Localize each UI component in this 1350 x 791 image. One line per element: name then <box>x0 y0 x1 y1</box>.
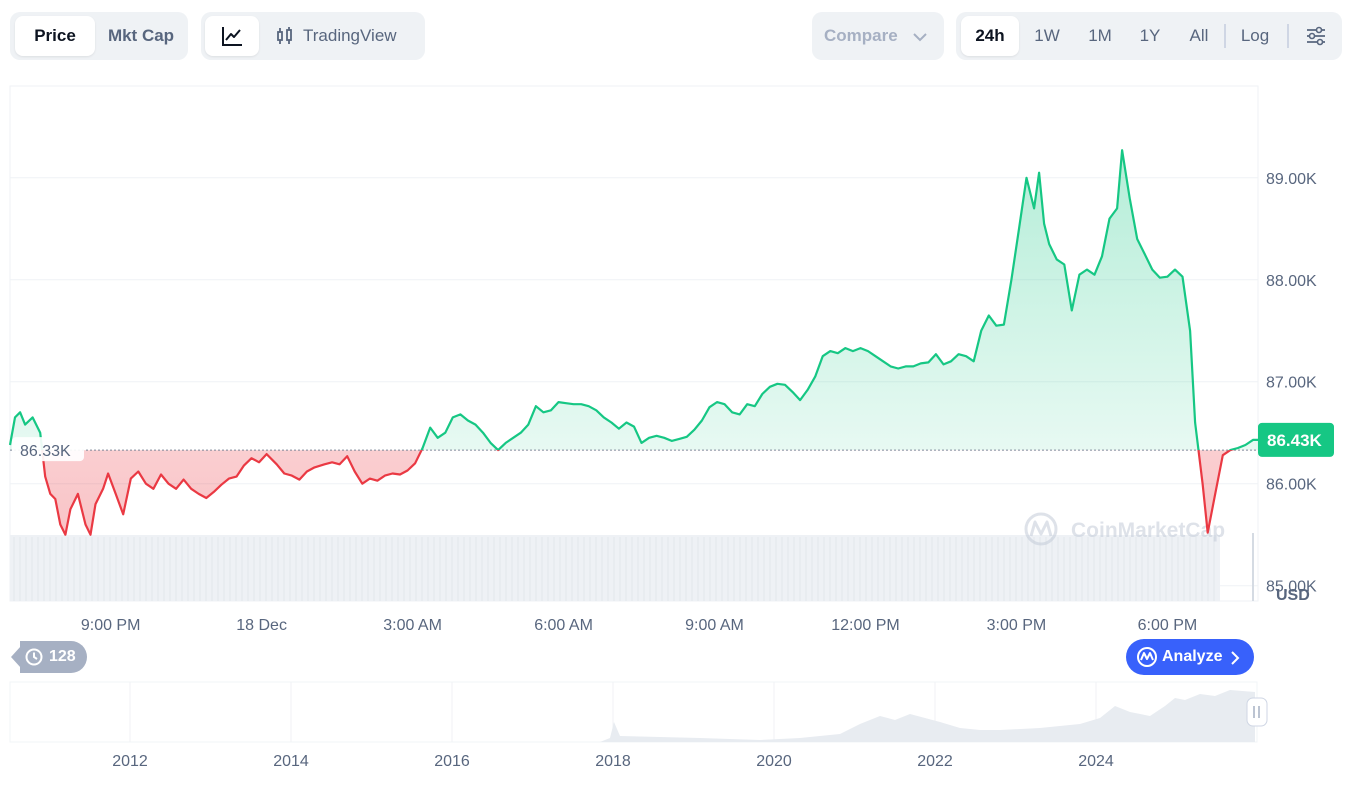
x-tick-label: 12:00 PM <box>831 617 899 634</box>
price-line-up <box>8 149 1258 451</box>
range-divider <box>1287 24 1289 48</box>
navigator-handle[interactable] <box>1246 697 1268 727</box>
coinmarketcap-logo-icon <box>1137 647 1157 667</box>
navigator-year-label: 2012 <box>112 753 148 770</box>
y-tick-label: 88.00K <box>1266 273 1317 290</box>
navigator-year-axis: 2012 2014 2016 2018 2020 2022 2024 <box>112 753 1114 770</box>
range-tabs: 24h 1W 1M 1Y All Log <box>956 12 1342 60</box>
current-price-badge <box>1258 422 1334 457</box>
x-axis: 9:00 PM 18 Dec 3:00 AM 6:00 AM 9:00 AM 12:00 … <box>81 617 1197 634</box>
analyze-label: Analyze <box>1162 648 1223 665</box>
chevron-right-icon <box>1231 651 1240 665</box>
log-toggle[interactable]: Log <box>1240 26 1270 45</box>
navigator-year-label: 2020 <box>756 753 792 770</box>
line-chart-button[interactable] <box>205 16 259 56</box>
chevron-down-icon <box>913 33 927 42</box>
y-tick-label: 86.00K <box>1266 477 1317 494</box>
x-tick-label: 6:00 AM <box>534 617 593 634</box>
compare-label: Compare <box>824 26 898 45</box>
y-axis: 89.00K 88.00K 87.00K 86.00K 85.00K <box>1266 171 1317 596</box>
range-1y[interactable]: 1Y <box>1139 26 1161 45</box>
navigator-year-label: 2014 <box>273 753 309 770</box>
watermark-text: CoinMarketCap <box>1071 519 1225 542</box>
range-1w[interactable]: 1W <box>1034 26 1060 45</box>
history-count: 128 <box>49 648 76 665</box>
navigator-year-label: 2024 <box>1078 753 1114 770</box>
x-tick-label: 3:00 AM <box>383 617 442 634</box>
price-line-down <box>41 450 1235 536</box>
history-button-tip <box>11 646 21 668</box>
x-tick-label: 3:00 PM <box>987 617 1047 634</box>
compare-dropdown[interactable]: Compare <box>812 12 944 60</box>
navigator-year-label: 2022 <box>917 753 953 770</box>
view-tabs: TradingView <box>201 12 425 60</box>
y-tick-label: 85.00K <box>1266 579 1317 596</box>
navigator-year-label: 2016 <box>434 753 470 770</box>
tradingview-button[interactable]: TradingView <box>267 16 417 56</box>
x-tick-label: 9:00 PM <box>81 617 141 634</box>
y-axis-unit: USD <box>1276 587 1310 604</box>
metric-tabs: Price Mkt Cap <box>10 12 188 60</box>
x-tick-label: 9:00 AM <box>685 617 744 634</box>
range-24h[interactable]: 24h <box>961 16 1019 56</box>
sliders-icon <box>1307 26 1325 46</box>
current-price-label: 86.43K <box>1267 431 1323 450</box>
range-divider <box>1224 24 1226 48</box>
range-1m[interactable]: 1M <box>1088 26 1112 45</box>
baseline-label: 86.33K <box>20 443 71 460</box>
range-all[interactable]: All <box>1189 26 1209 45</box>
coinmarketcap-watermark: CoinMarketCap <box>1024 512 1225 546</box>
y-tick-label: 89.00K <box>1266 171 1317 188</box>
area-below-baseline <box>10 450 1258 535</box>
chart-settings-button[interactable] <box>1294 16 1338 56</box>
navigator-year-label: 2018 <box>595 753 631 770</box>
tab-price[interactable]: Price <box>15 16 95 56</box>
tradingview-label: TradingView <box>303 26 397 45</box>
baseline-label-bg <box>12 437 84 462</box>
analyze-button[interactable]: Analyze <box>1126 639 1254 675</box>
area-above-baseline <box>10 150 1258 451</box>
navigator-history-area <box>600 690 1255 742</box>
tab-mkt-cap[interactable]: Mkt Cap <box>107 26 175 45</box>
x-tick-label: 18 Dec <box>236 617 287 634</box>
history-icon <box>25 648 43 666</box>
y-tick-label: 87.00K <box>1266 375 1317 392</box>
x-tick-label: 6:00 PM <box>1138 617 1198 634</box>
history-button[interactable]: 128 <box>20 641 87 673</box>
candlestick-icon <box>277 27 292 44</box>
line-chart-icon <box>222 27 242 46</box>
volume-stripes <box>13 537 1215 601</box>
